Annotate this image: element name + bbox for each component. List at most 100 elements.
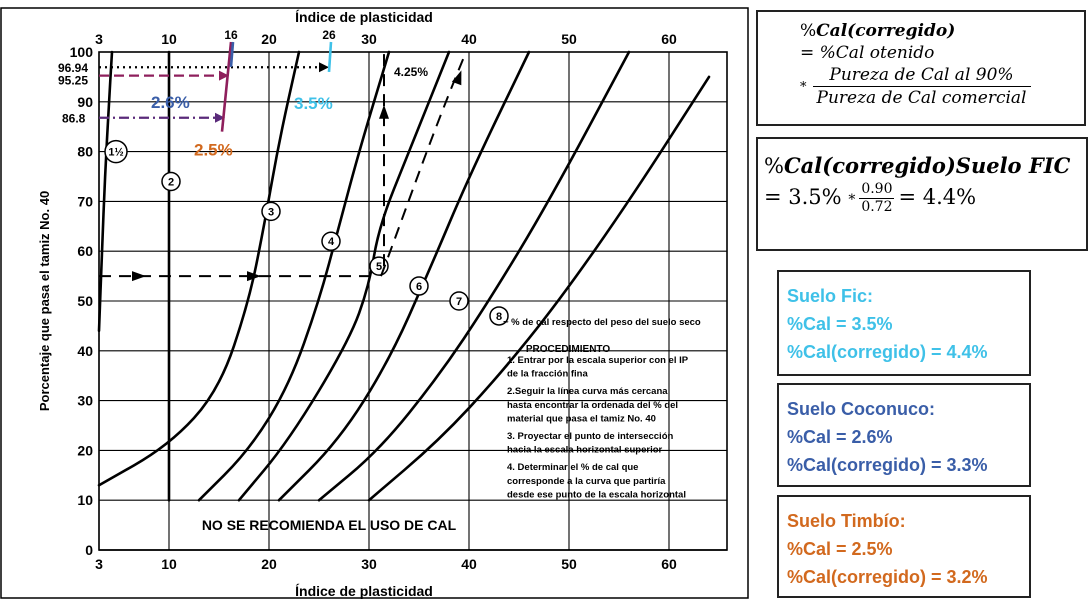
bottom-tick-label: 60 xyxy=(661,556,677,572)
y-tick-label: 50 xyxy=(77,293,93,309)
y-tick-label: 30 xyxy=(77,393,93,409)
example-arrowhead xyxy=(132,271,146,282)
example-curve-dash xyxy=(380,56,465,277)
procedure-line: desde ese punto de la escala horizontal xyxy=(507,489,686,500)
y-tick-label: 20 xyxy=(77,442,93,458)
example-arrowhead xyxy=(247,271,261,282)
curve-label-text: 1½ xyxy=(108,147,123,159)
curve-label-circle xyxy=(321,231,341,251)
soil-timbio-name: Suelo Timbío: xyxy=(787,511,906,531)
overlay-label-3-5: 3.5% xyxy=(294,94,333,113)
curve-7 xyxy=(317,50,631,502)
soil-coconuco-cal: %Cal = 2.6% xyxy=(787,427,893,447)
overlay-label-2-6: 2.6% xyxy=(151,93,190,112)
marker-line-16 xyxy=(220,41,233,132)
overlay-arrow-96 xyxy=(319,62,329,73)
formula1-numerator: Pureza de Cal al 90% xyxy=(812,64,1031,87)
curve-label-3: 3 xyxy=(261,201,281,222)
y-tick-label: 90 xyxy=(77,94,93,110)
curve-label-1: 1½ xyxy=(104,139,128,164)
formula1-line2: = %Cal otenido xyxy=(800,43,935,63)
curve-label-text: 8 xyxy=(496,311,502,323)
curve-label-2: 2 xyxy=(161,171,181,192)
curve-label-text: 4 xyxy=(328,236,335,248)
formula1-mult: * xyxy=(800,80,807,95)
curve-label-text: 5 xyxy=(376,261,382,273)
y-tick-label: 40 xyxy=(77,343,93,359)
top-tick-label: 10 xyxy=(161,31,177,47)
soil-fic-cal: %Cal = 3.5% xyxy=(787,314,893,334)
procedure-line: hacia la escala horizontal superior xyxy=(507,445,663,456)
formula1-prefix: % xyxy=(800,21,817,41)
curve-label-circle xyxy=(261,201,281,222)
overlay-label-2-5: 2.5% xyxy=(194,141,233,160)
procedure-line: corresponde a la curva que partiría xyxy=(507,476,666,487)
procedure-line: 1. Entrar por la escala superior con el … xyxy=(507,355,689,366)
left-value-2: 95.25 xyxy=(58,74,88,88)
curve-label-6: 6 xyxy=(409,276,429,296)
overlay-arrow-95 xyxy=(219,70,229,81)
soil-fic-name: Suelo Fic: xyxy=(787,286,874,306)
soil-coconuco-box: Suelo Coconuco: %Cal = 2.6% %Cal(corregi… xyxy=(777,383,1031,487)
y-tick-label: 10 xyxy=(77,492,93,508)
formula2-mult: * xyxy=(848,192,856,208)
formula1-lhs: Cal(corregido) xyxy=(816,21,956,41)
curve-label-text: 7 xyxy=(456,296,462,308)
bottom-tick-label: 30 xyxy=(361,556,377,572)
bottom-tick-label: 3 xyxy=(95,556,103,572)
procedure-line: 4. Determinar el % de cal que xyxy=(507,462,638,473)
marker-line-16-blue xyxy=(229,41,235,68)
curve-label-text: 3 xyxy=(268,206,274,218)
curve-label-circle xyxy=(104,139,128,164)
chart-svg: NO SE RECOMIENDA EL USO DE CAL 1½ 2 3 4 5 6 7 8… xyxy=(0,7,749,599)
curve-8 xyxy=(367,75,711,502)
top-tick-label: 60 xyxy=(661,31,677,47)
y-tick-label: 80 xyxy=(77,144,93,160)
procedure-line: de la fracción fina xyxy=(507,369,588,380)
top-marker-16: 16 xyxy=(224,28,238,42)
curve-note: ~ % de cal respecto del peso del suelo s… xyxy=(503,317,701,328)
marker-line-26 xyxy=(327,41,333,73)
no-recommend-text: NO SE RECOMIENDA EL USO DE CAL xyxy=(202,517,457,533)
top-tick-label: 20 xyxy=(261,31,277,47)
bottom-tick-label: 10 xyxy=(161,556,177,572)
curve-label-text: 2 xyxy=(168,176,174,188)
formula2-denominator: 0.72 xyxy=(861,199,893,215)
curve-label-4: 4 xyxy=(321,231,341,251)
formula-general-box: %Cal(corregido) = %Cal otenido * Pureza d… xyxy=(756,10,1086,126)
curve-4 xyxy=(197,50,391,502)
top-tick-label: 30 xyxy=(361,31,377,47)
curve-label-text: 6 xyxy=(416,281,422,293)
curve-5 xyxy=(237,50,451,502)
soil-coconuco-corrected: %Cal(corregido) = 3.3% xyxy=(787,455,988,475)
soil-fic-box: Suelo Fic: %Cal = 3.5% %Cal(corregido) =… xyxy=(777,270,1031,376)
y-tick-label: 0 xyxy=(85,542,93,558)
formula1-denominator: Pureza de Cal comercial xyxy=(816,88,1027,108)
curve-label-circle xyxy=(449,291,469,311)
bottom-tick-label: 40 xyxy=(461,556,477,572)
soil-timbio-box: Suelo Timbío: %Cal = 2.5% %Cal(corregido… xyxy=(777,495,1031,598)
bottom-tick-label: 50 xyxy=(561,556,577,572)
example-arrowhead xyxy=(379,104,389,119)
top-marker-26: 26 xyxy=(322,28,336,42)
soil-fic-corrected: %Cal(corregido) = 4.4% xyxy=(787,342,988,362)
y-tick-label: 70 xyxy=(77,193,93,209)
procedure-title: PROCEDIMIENTO xyxy=(526,344,610,355)
top-axis-title: Índice de plasticidad xyxy=(295,9,433,25)
overlay-arrow-86 xyxy=(215,112,225,123)
curve-label-circle xyxy=(161,171,181,192)
example-arrowhead xyxy=(451,70,462,86)
top-tick-label: 3 xyxy=(95,31,103,47)
formula-fic-box: %Cal(corregido)Suelo FIC = 3.5% * 0.90 0.7… xyxy=(756,137,1088,251)
example-label: 4.25% xyxy=(394,65,428,79)
lime-chart: NO SE RECOMIENDA EL USO DE CAL 1½ 2 3 4 5 6 7 8… xyxy=(0,7,749,599)
curve-3 xyxy=(97,50,301,487)
procedure-line: 3. Proyectar el punto de intersección xyxy=(507,431,673,442)
soil-timbio-cal: %Cal = 2.5% xyxy=(787,539,893,559)
bottom-tick-label: 20 xyxy=(261,556,277,572)
y-axis-title: Porcentaje que pasa el tamiz No. 40 xyxy=(37,191,52,411)
curve-label-circle xyxy=(409,276,429,296)
formula2-prefix: % xyxy=(764,154,784,178)
left-value-3: 86.8 xyxy=(62,112,86,126)
y-tick-label: 100 xyxy=(70,44,94,60)
